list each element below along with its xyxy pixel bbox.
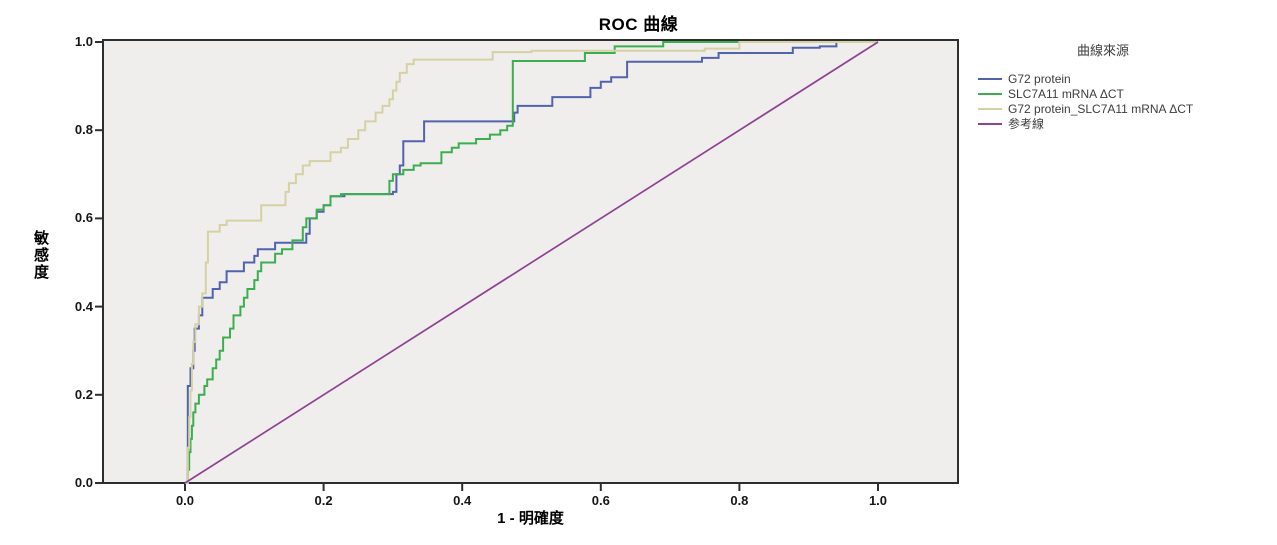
legend-entries: G72 protein SLC7A11 mRNA ΔCT G72 protein_S… <box>978 71 1270 131</box>
roc-curve <box>184 41 879 484</box>
legend-line-swatch <box>978 122 1002 125</box>
roc-curve <box>185 41 878 484</box>
roc-curve <box>185 41 878 484</box>
x-axis-label: 1 - 明確度 <box>497 510 564 527</box>
y-tick-label: 0.2 <box>74 386 93 402</box>
legend-label: 参考線 <box>1008 117 1045 131</box>
y-tick-label: 0.0 <box>74 475 93 490</box>
x-tick-label: 0.0 <box>175 493 195 508</box>
x-tick-label: 0.4 <box>453 493 472 508</box>
x-tick-label: 1.0 <box>868 493 888 508</box>
legend-entry: G72 protein <box>978 71 1270 86</box>
axis-tick-marks <box>95 41 879 491</box>
x-tick-label: 0.6 <box>591 493 610 508</box>
legend-label: G72 protein <box>1008 71 1071 86</box>
y-tick-label: 0.4 <box>74 298 93 314</box>
legend-label: SLC7A11 mRNA ΔCT <box>1008 86 1124 101</box>
legend-line-swatch <box>978 107 1002 110</box>
chart-title: ROC 曲線 <box>598 15 679 34</box>
x-tick-label: 0.2 <box>314 493 333 508</box>
x-tick-label: 0.8 <box>730 493 749 508</box>
y-tick-label: 0.8 <box>74 122 93 138</box>
y-axis-label: 敏感度 <box>32 230 49 281</box>
y-tick-label: 0.6 <box>74 210 93 226</box>
legend-line-swatch <box>978 77 1002 80</box>
legend-line-swatch <box>978 92 1002 95</box>
roc-curves <box>184 41 879 484</box>
legend-entry: G72 protein_SLC7A11 mRNA ΔCT <box>978 101 1270 116</box>
legend-entry: 参考線 <box>978 116 1270 131</box>
legend-title: 曲線來源 <box>1076 43 1129 58</box>
legend-entry: SLC7A11 mRNA ΔCT <box>978 86 1270 101</box>
legend: 曲線來源 G72 protein SLC7A11 mRNA ΔCT G72 prot… <box>978 40 1270 131</box>
legend-label: G72 protein_SLC7A11 mRNA ΔCT <box>1008 101 1194 116</box>
y-tick-label: 1.0 <box>74 34 93 49</box>
